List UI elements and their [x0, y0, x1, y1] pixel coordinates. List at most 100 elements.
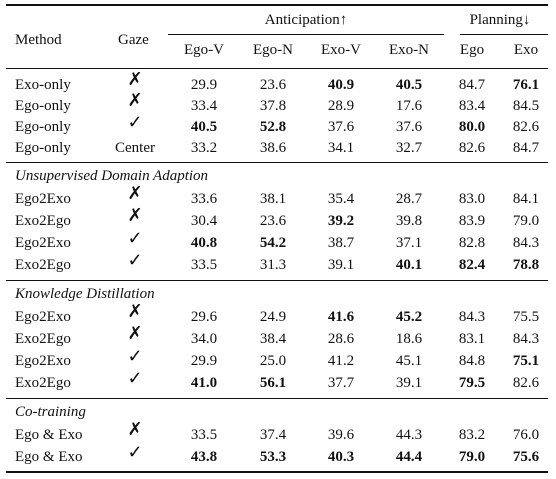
cell-ego-v: 33.6 [190, 191, 218, 207]
check-mark-icon: ✓ [127, 112, 143, 132]
cell-exo: 76.0 [512, 427, 540, 443]
section-title-uda: Unsupervised Domain Adaption [15, 168, 209, 184]
anticipation-underline [168, 34, 444, 35]
header-anticipation: Anticipation↑ [264, 12, 348, 28]
cell-ego-v: 40.5 [190, 119, 218, 135]
cell-exo-n: 39.1 [395, 375, 423, 391]
cell-exo: 84.5 [512, 98, 540, 114]
cell-exo-v: 34.1 [327, 140, 355, 156]
row-method: Ego-only [15, 140, 71, 156]
table-bottom-rule [6, 471, 548, 473]
row-method: Exo2Ego [15, 213, 71, 229]
cell-exo-n: 18.6 [395, 331, 423, 347]
row-method: Ego2Exo [15, 235, 71, 251]
cross-mark-icon: ✗ [127, 69, 143, 89]
cell-ego: 83.4 [458, 98, 486, 114]
header-planning: Planning↓ [469, 12, 531, 28]
cell-ego: 80.0 [458, 119, 486, 135]
cell-exo-n: 44.3 [395, 427, 423, 443]
cell-ego-v: 40.8 [190, 235, 218, 251]
header-ego-v: Ego-V [184, 42, 224, 58]
cell-ego: 83.1 [458, 331, 486, 347]
cross-mark-icon: ✗ [127, 419, 143, 439]
cell-ego-v: 33.5 [190, 427, 218, 443]
cell-exo-v: 35.4 [327, 191, 355, 207]
header-exo-v: Exo-V [321, 42, 361, 58]
cell-ego: 84.3 [458, 309, 486, 325]
cell-exo-n: 37.1 [395, 235, 423, 251]
cell-ego-n: 23.6 [259, 77, 287, 93]
cell-ego-n: 38.1 [259, 191, 287, 207]
cell-exo-v: 41.2 [327, 353, 355, 369]
cell-exo: 79.0 [512, 213, 540, 229]
section-separator [6, 398, 548, 399]
cell-exo: 75.5 [512, 309, 540, 325]
check-mark-icon: ✓ [127, 442, 143, 462]
cell-ego-n: 23.6 [259, 213, 287, 229]
cell-ego-v: 34.0 [190, 331, 218, 347]
cross-mark-icon: ✗ [127, 301, 143, 321]
cell-ego: 79.5 [458, 375, 486, 391]
header-method: Method [15, 32, 62, 48]
cell-exo-n: 39.8 [395, 213, 423, 229]
check-mark-icon: ✓ [127, 346, 143, 366]
table-top-rule [6, 4, 548, 6]
cell-ego-n: 38.4 [259, 331, 287, 347]
cell-ego: 83.9 [458, 213, 486, 229]
cell-exo-v: 37.6 [327, 119, 355, 135]
row-gaze-center: Center [115, 140, 155, 156]
cell-exo-v: 39.6 [327, 427, 355, 443]
row-method: Exo-only [15, 77, 71, 93]
cell-exo-n: 40.1 [395, 257, 423, 273]
cell-exo-v: 39.2 [327, 213, 355, 229]
cell-exo: 84.3 [512, 331, 540, 347]
section-separator [6, 280, 548, 281]
cell-exo: 82.6 [512, 375, 540, 391]
section-title-ct: Co-training [15, 404, 86, 420]
header-exo: Exo [513, 42, 539, 58]
cell-ego-n: 37.8 [259, 98, 287, 114]
row-method: Ego2Exo [15, 309, 71, 325]
cell-ego-n: 25.0 [259, 353, 287, 369]
section-title-kd: Knowledge Distillation [15, 286, 155, 302]
cell-ego-v: 33.5 [190, 257, 218, 273]
cell-exo-n: 40.5 [395, 77, 423, 93]
row-method: Ego2Exo [15, 353, 71, 369]
check-mark-icon: ✓ [127, 250, 143, 270]
cell-ego-n: 31.3 [259, 257, 287, 273]
row-method: Ego2Exo [15, 191, 71, 207]
cell-exo: 84.3 [512, 235, 540, 251]
row-method: Exo2Ego [15, 331, 71, 347]
cell-exo: 84.1 [512, 191, 540, 207]
cell-ego-v: 30.4 [190, 213, 218, 229]
cross-mark-icon: ✗ [127, 90, 143, 110]
row-method: Exo2Ego [15, 375, 71, 391]
cell-ego-n: 54.2 [259, 235, 287, 251]
cell-ego: 83.0 [458, 191, 486, 207]
cross-mark-icon: ✗ [127, 183, 143, 203]
cell-exo: 82.6 [512, 119, 540, 135]
header-gaze: Gaze [118, 32, 149, 48]
cell-ego: 84.8 [458, 353, 486, 369]
header-ego-n: Ego-N [253, 42, 293, 58]
header-exo-n: Exo-N [389, 42, 429, 58]
row-method: Ego-only [15, 119, 71, 135]
cell-ego-n: 56.1 [259, 375, 287, 391]
cell-exo-v: 40.9 [327, 77, 355, 93]
row-method: Ego-only [15, 98, 71, 114]
cell-ego: 84.7 [458, 77, 486, 93]
cell-exo-v: 41.6 [327, 309, 355, 325]
cell-exo-n: 28.7 [395, 191, 423, 207]
cell-exo-v: 39.1 [327, 257, 355, 273]
cell-ego-n: 38.6 [259, 140, 287, 156]
row-method: Ego & Exo [15, 427, 83, 443]
planning-underline [460, 34, 548, 35]
cell-exo-v: 28.9 [327, 98, 355, 114]
check-mark-icon: ✓ [127, 228, 143, 248]
cell-ego-n: 37.4 [259, 427, 287, 443]
cell-exo: 84.7 [512, 140, 540, 156]
header-bottom-rule [6, 68, 548, 69]
cell-exo-n: 17.6 [395, 98, 423, 114]
cell-exo-v: 37.7 [327, 375, 355, 391]
cell-ego: 83.2 [458, 427, 486, 443]
